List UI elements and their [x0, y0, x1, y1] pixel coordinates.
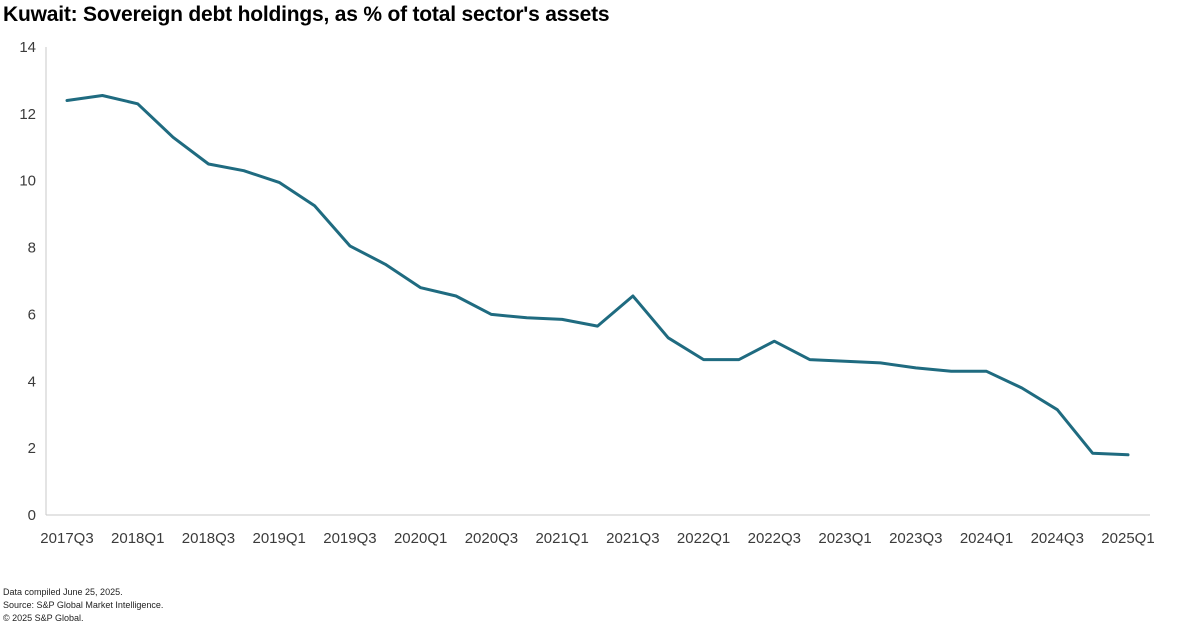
data-point [1127, 453, 1130, 456]
series-line [65, 94, 1130, 457]
x-tick-label: 2021Q3 [606, 530, 659, 547]
data-point [667, 336, 670, 339]
data-point [1056, 408, 1059, 411]
data-point [136, 102, 139, 105]
data-point [419, 286, 422, 289]
data-point [242, 169, 245, 172]
data-point [490, 313, 493, 316]
series-layer [65, 94, 1130, 457]
data-point [172, 136, 175, 139]
y-axis: 0 2 4 6 8 10 12 14 [19, 39, 47, 524]
chart-title: Kuwait: Sovereign debt holdings, as % of… [3, 3, 610, 26]
data-point [702, 358, 705, 361]
x-tick-label: 2018Q3 [182, 530, 235, 547]
x-tick-label: 2022Q1 [677, 530, 730, 547]
x-tick-label: 2023Q1 [818, 530, 871, 547]
data-point [313, 204, 316, 207]
data-point [950, 370, 953, 373]
x-tick-label: 2017Q3 [40, 530, 93, 547]
data-point [525, 316, 528, 319]
data-point [101, 94, 104, 97]
data-point [773, 340, 776, 343]
data-point [631, 295, 634, 298]
data-point [1091, 452, 1094, 455]
x-tick-label: 2020Q1 [394, 530, 447, 547]
data-point [561, 318, 564, 321]
y-tick-label: 14 [19, 39, 36, 56]
data-point [455, 295, 458, 298]
footer-compiled-date: Data compiled June 25, 2025. [3, 587, 123, 597]
x-tick-label: 2018Q1 [111, 530, 164, 547]
data-point [914, 366, 917, 369]
x-tick-label: 2019Q3 [323, 530, 376, 547]
y-tick-label: 4 [28, 373, 36, 390]
y-tick-label: 2 [28, 440, 36, 457]
x-tick-label: 2024Q1 [960, 530, 1013, 547]
line-chart: 0 2 4 6 8 10 12 14 2017Q3 2018Q1 2018Q3 2019Q1 2019… [19, 39, 1155, 547]
x-tick-label: 2024Q3 [1031, 530, 1084, 547]
data-point [738, 358, 741, 361]
x-axis: 2017Q3 2018Q1 2018Q3 2019Q1 2019Q3 2020Q1 2020… [40, 514, 1155, 547]
x-tick-label: 2020Q3 [465, 530, 518, 547]
data-point [278, 181, 281, 184]
data-point [879, 361, 882, 364]
x-tick-label: 2021Q1 [535, 530, 588, 547]
x-tick-label: 2022Q3 [748, 530, 801, 547]
footer-source: Source: S&P Global Market Intelligence. [3, 600, 164, 610]
y-tick-label: 0 [28, 507, 36, 524]
y-tick-label: 12 [19, 106, 36, 123]
footer-copyright: © 2025 S&P Global. [3, 613, 84, 623]
data-point [808, 358, 811, 361]
data-point [384, 263, 387, 266]
y-tick-label: 8 [28, 240, 36, 257]
data-point [596, 325, 599, 328]
data-point [985, 370, 988, 373]
chart-footer: Data compiled June 25, 2025. Source: S&P… [3, 586, 163, 625]
data-point [844, 360, 847, 363]
data-point [207, 163, 210, 166]
data-point [66, 99, 69, 102]
data-point [348, 244, 351, 247]
data-point [1020, 387, 1023, 390]
y-tick-label: 10 [19, 173, 36, 190]
x-tick-label: 2025Q1 [1101, 530, 1154, 547]
x-tick-label: 2023Q3 [889, 530, 942, 547]
x-tick-label: 2019Q1 [253, 530, 306, 547]
y-tick-label: 6 [28, 306, 36, 323]
